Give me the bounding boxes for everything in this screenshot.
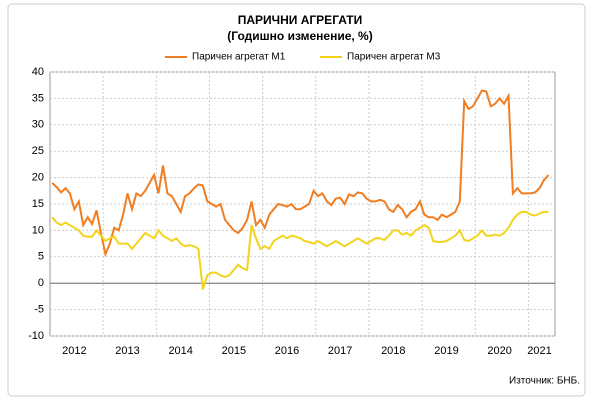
x-tick-label: 2019 (434, 345, 458, 357)
legend-label: Паричен агрегат М1 (192, 52, 286, 63)
y-tick-label: 30 (32, 119, 44, 131)
source-note: Източник: БНБ. (509, 376, 580, 387)
y-tick-label: 25 (32, 145, 44, 157)
x-tick-label: 2018 (381, 345, 405, 357)
x-tick-label: 2016 (275, 345, 299, 357)
y-tick-label: 20 (32, 172, 44, 184)
y-tick-label: -5 (34, 304, 44, 316)
chart-title: ПАРИЧНИ АГРЕГАТИ (238, 13, 363, 27)
y-tick-label: 5 (38, 251, 44, 263)
y-tick-label: 15 (32, 198, 44, 210)
y-tick-label: -10 (28, 330, 44, 342)
y-tick-label: 40 (32, 66, 44, 78)
x-tick-label: 2015 (222, 345, 246, 357)
series-line (51, 210, 549, 290)
y-tick-label: 10 (32, 224, 44, 236)
x-tick-label: 2020 (487, 345, 511, 357)
x-tick-label: 2013 (115, 345, 139, 357)
series-line (51, 89, 550, 258)
x-tick-label: 2021 (527, 345, 551, 357)
x-tick-label: 2014 (168, 345, 192, 357)
y-tick-label: 35 (32, 92, 44, 104)
x-tick-label: 2012 (62, 345, 86, 357)
x-tick-label: 2017 (328, 345, 352, 357)
legend-label: Паричен агрегат М3 (347, 52, 441, 63)
chart-subtitle: (Годишно изменение, %) (227, 29, 372, 43)
y-tick-label: 0 (38, 277, 44, 289)
